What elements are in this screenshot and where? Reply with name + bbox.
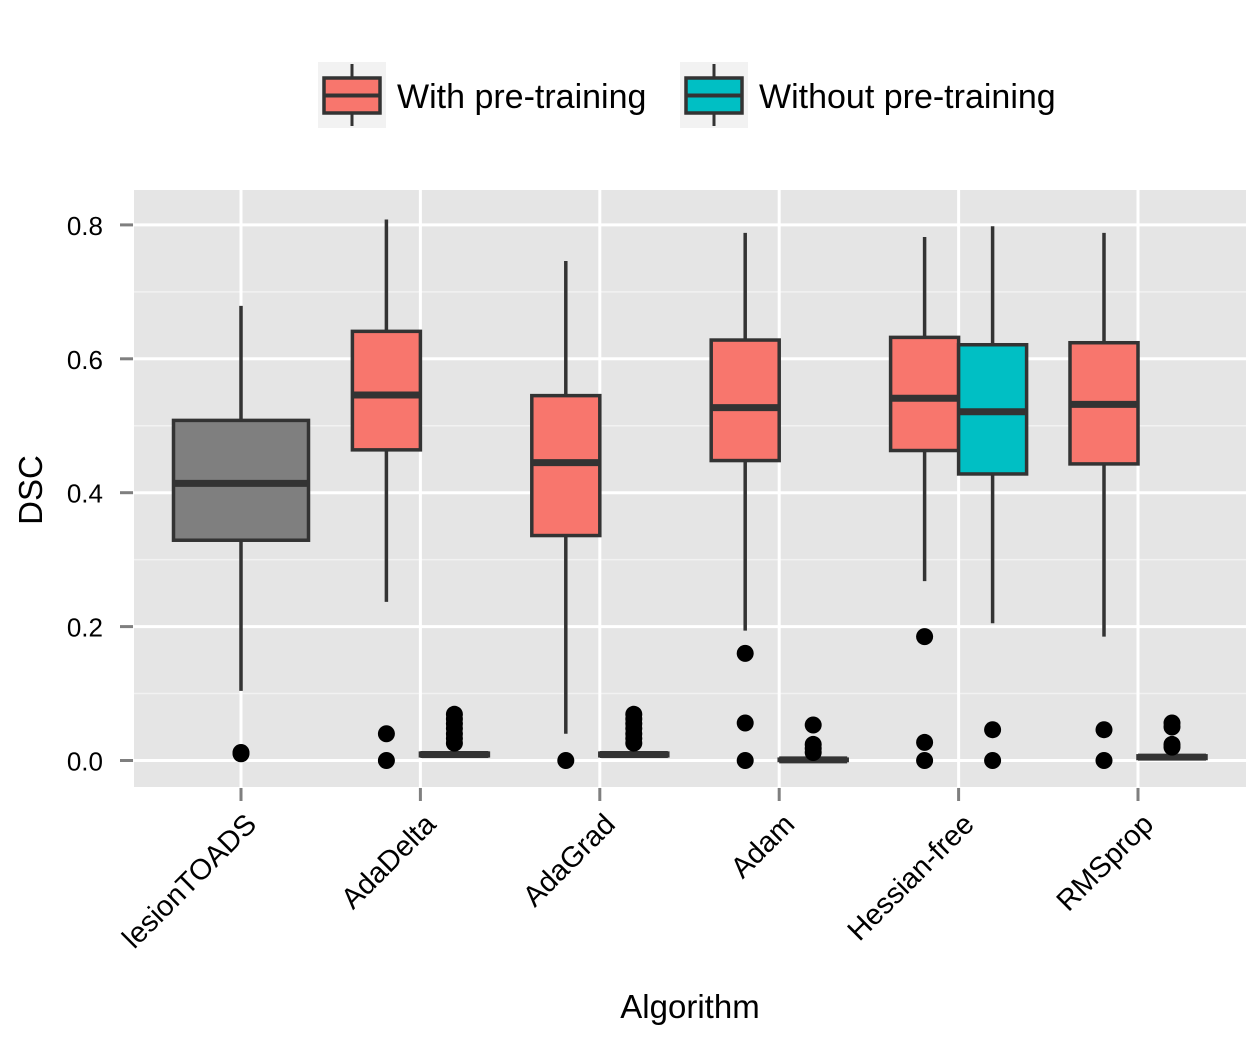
y-tick-label: 0.8: [67, 211, 103, 241]
outlier-point: [377, 752, 395, 769]
outlier-point: [736, 644, 754, 662]
x-axis: lesionTOADS AdaDelta AdaGrad Adam Hessian-fr…: [116, 788, 1160, 955]
outlier-point: [916, 733, 934, 751]
outlier-point: [1095, 721, 1113, 739]
outlier-point: [984, 752, 1002, 769]
outlier-point: [916, 628, 934, 646]
x-axis-label: Algorithm: [620, 988, 759, 1025]
box-adam-with-pre-training: [709, 232, 781, 769]
box-adadelta-with-pre-training: [350, 219, 423, 769]
legend: With pre-training Without pre-training: [318, 62, 1056, 128]
iqr-box: [888, 335, 961, 453]
outlier-point: [736, 714, 754, 732]
x-tick-label-adadelta: AdaDelta: [335, 808, 443, 916]
legend-item-with-pre-training: With pre-training: [318, 62, 646, 128]
outlier-point: [1163, 718, 1181, 736]
x-tick-label-adam: Adam: [725, 808, 801, 884]
y-tick-label: 0.2: [67, 613, 103, 643]
outlier-point: [804, 716, 822, 734]
x-tick-label-adagrad: AdaGrad: [517, 808, 622, 913]
box-hessian-free-without-pre-training: [956, 226, 1029, 769]
box-adam-without-pre-training: [777, 716, 849, 764]
outlier-point: [1095, 752, 1113, 769]
outlier-point: [625, 734, 643, 752]
box-series: [171, 219, 1208, 769]
x-tick-label-hessian-free: Hessian-free: [842, 808, 981, 947]
box-lesiontoads-baseline: [171, 305, 311, 763]
box-adadelta-without-pre-training: [418, 705, 491, 758]
iqr-box: [350, 329, 423, 452]
outlier-point: [736, 752, 754, 769]
box-rmsprop-without-pre-training: [1136, 714, 1208, 761]
x-tick-label-rmsprop: RMSprop: [1051, 808, 1160, 917]
outlier-point: [445, 734, 463, 752]
outlier-point: [557, 752, 575, 769]
legend-label: Without pre-training: [759, 78, 1056, 116]
legend-item-without-pre-training: Without pre-training: [680, 62, 1056, 128]
outlier-point: [984, 721, 1002, 739]
y-axis: 0.0 0.2 0.4 0.6 0.8: [67, 211, 133, 777]
outlier-point: [916, 752, 934, 769]
gridlines: [134, 190, 1246, 787]
y-tick-label: 0.4: [67, 479, 103, 509]
outlier-point: [804, 743, 822, 761]
box-hessian-free-with-pre-training: [888, 236, 961, 769]
box-adagrad-without-pre-training: [598, 705, 670, 758]
iqr-box: [709, 338, 781, 463]
y-axis-label: DSC: [12, 455, 49, 525]
y-tick-label: 0.0: [67, 747, 103, 777]
outlier-point: [377, 725, 395, 743]
box-adagrad-with-pre-training: [530, 261, 602, 769]
y-tick-label: 0.6: [67, 345, 103, 375]
plot-panel: [134, 190, 1246, 787]
outlier-point: [232, 745, 250, 763]
outlier-point: [1163, 738, 1181, 756]
legend-label: With pre-training: [397, 78, 646, 116]
x-tick-label-lesiontoads: lesionTOADS: [116, 808, 262, 954]
box-rmsprop-with-pre-training: [1068, 232, 1140, 769]
